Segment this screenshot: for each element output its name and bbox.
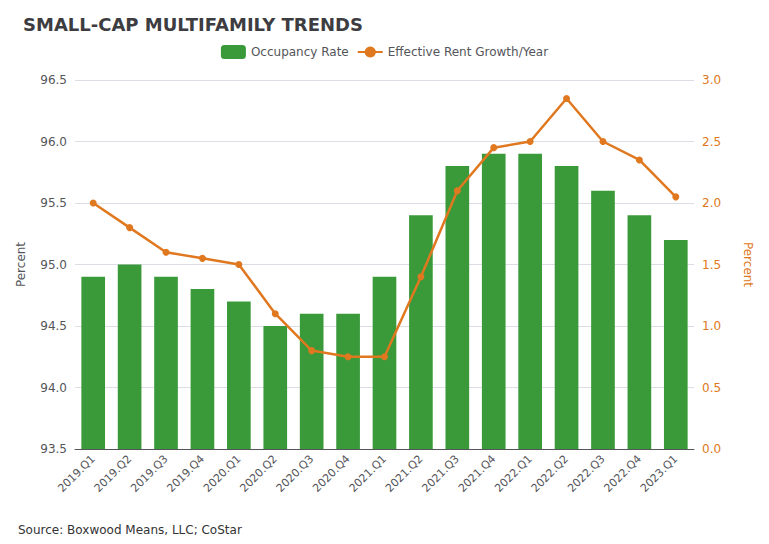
svg-text:2020.Q3: 2020.Q3 [274, 452, 316, 494]
svg-text:2020.Q4: 2020.Q4 [310, 452, 352, 494]
svg-text:2022.Q4: 2022.Q4 [601, 452, 643, 494]
svg-text:2022.Q1: 2022.Q1 [492, 452, 534, 494]
svg-text:2019.Q3: 2019.Q3 [128, 452, 170, 494]
svg-text:95.5: 95.5 [40, 196, 67, 210]
svg-text:2019.Q2: 2019.Q2 [92, 452, 134, 494]
svg-text:Percent: Percent [14, 242, 28, 287]
svg-text:94.5: 94.5 [40, 319, 67, 333]
svg-text:2021.Q3: 2021.Q3 [419, 452, 461, 494]
svg-text:2.5: 2.5 [702, 135, 721, 149]
svg-text:0.0: 0.0 [702, 442, 721, 456]
svg-text:2.0: 2.0 [702, 196, 721, 210]
svg-text:1.0: 1.0 [702, 319, 721, 333]
svg-text:Occupancy Rate: Occupancy Rate [251, 45, 349, 59]
svg-text:96.5: 96.5 [40, 73, 67, 87]
svg-text:2020.Q2: 2020.Q2 [237, 452, 279, 494]
svg-text:2023.Q1: 2023.Q1 [638, 452, 680, 494]
svg-text:2021.Q1: 2021.Q1 [347, 452, 389, 494]
svg-text:2019.Q4: 2019.Q4 [165, 452, 207, 494]
svg-text:0.5: 0.5 [702, 381, 721, 395]
svg-text:2021.Q4: 2021.Q4 [456, 452, 498, 494]
svg-text:2019.Q1: 2019.Q1 [55, 452, 97, 494]
svg-text:94.0: 94.0 [40, 381, 67, 395]
svg-text:Percent: Percent [741, 242, 755, 287]
svg-text:2022.Q3: 2022.Q3 [565, 452, 607, 494]
svg-text:SMALL-CAP MULTIFAMILY TRENDS: SMALL-CAP MULTIFAMILY TRENDS [23, 14, 363, 35]
svg-text:1.5: 1.5 [702, 258, 721, 272]
svg-text:95.0: 95.0 [40, 258, 67, 272]
svg-text:Source: Boxwood Means, LLC; Co: Source: Boxwood Means, LLC; CoStar [18, 523, 242, 537]
svg-text:2021.Q2: 2021.Q2 [383, 452, 425, 494]
svg-text:96.0: 96.0 [40, 135, 67, 149]
svg-text:2020.Q1: 2020.Q1 [201, 452, 243, 494]
svg-text:2022.Q2: 2022.Q2 [529, 452, 571, 494]
svg-text:93.5: 93.5 [40, 442, 67, 456]
svg-text:Effective Rent Growth/Year: Effective Rent Growth/Year [388, 45, 548, 59]
svg-text:3.0: 3.0 [702, 73, 721, 87]
